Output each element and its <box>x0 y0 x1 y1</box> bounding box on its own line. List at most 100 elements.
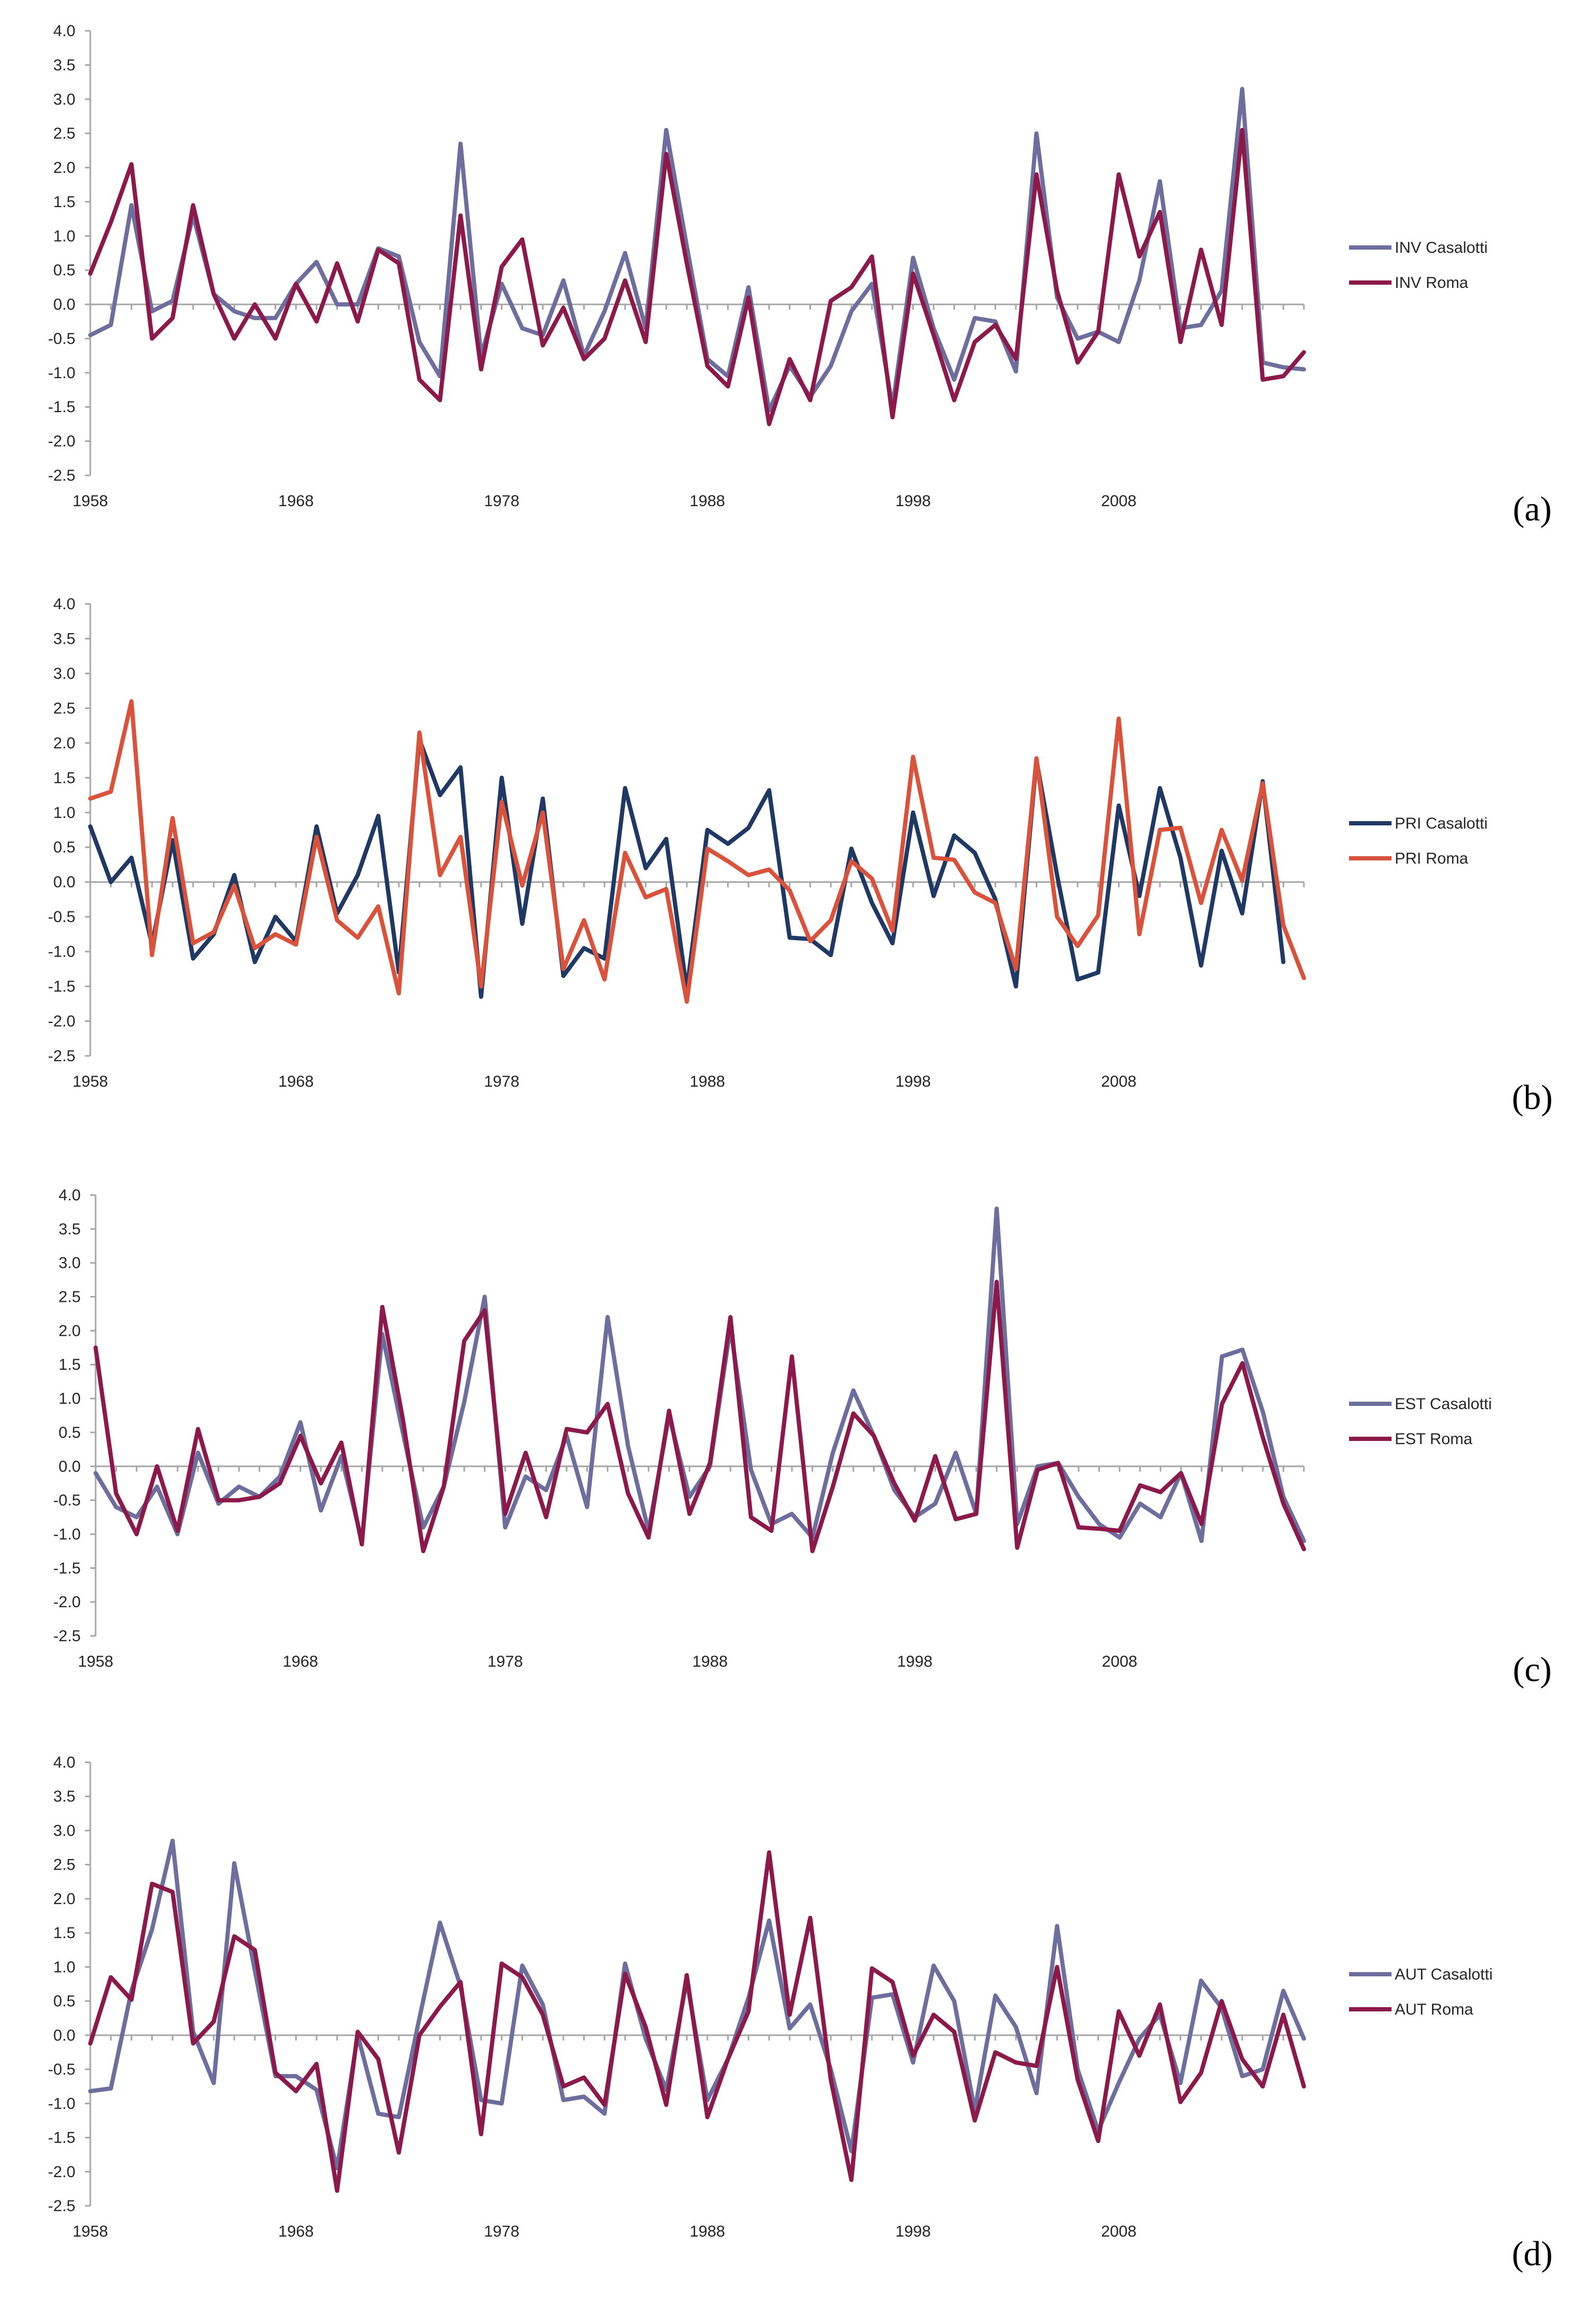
x-tick-label: 1978 <box>484 492 519 510</box>
y-tick-label: 2.0 <box>53 159 75 177</box>
y-tick-label: -1.5 <box>48 978 75 995</box>
series-line <box>88 127 1306 427</box>
legend-label: INV Casalotti <box>1395 239 1488 257</box>
y-tick-label: 2.5 <box>53 1856 75 1874</box>
series-line <box>93 1206 1306 1543</box>
y-tick-label: -1.0 <box>53 1525 81 1543</box>
x-tick-label: 1978 <box>484 1073 519 1090</box>
y-tick-label: -2.5 <box>48 2197 75 2215</box>
y-tick-label: 3.0 <box>53 1822 75 1839</box>
x-tick-label: 2008 <box>1101 1073 1137 1090</box>
y-tick-label: 0.5 <box>58 1424 81 1441</box>
legend-label: AUT Roma <box>1395 2001 1473 2018</box>
y-tick-label: 4.0 <box>53 22 75 40</box>
y-tick-label: -0.5 <box>48 908 75 926</box>
y-tick-label: 2.0 <box>58 1322 81 1340</box>
x-tick-label: 1998 <box>895 492 931 510</box>
legend-label: PRI Roma <box>1395 850 1469 867</box>
y-tick-label: 3.0 <box>53 91 75 108</box>
y-tick-label: -2.0 <box>48 2163 75 2181</box>
x-tick-label: 2008 <box>1101 2223 1137 2240</box>
series-line <box>88 1850 1306 2193</box>
x-tick-label: 1968 <box>278 492 314 510</box>
x-tick-label: 1978 <box>488 1653 523 1670</box>
y-tick-label: -1.0 <box>48 2095 75 2112</box>
x-tick-label: 1958 <box>73 492 108 510</box>
y-tick-label: 3.5 <box>53 56 75 74</box>
legend-label: INV Roma <box>1395 274 1469 292</box>
y-tick-label: -1.5 <box>48 398 75 416</box>
x-tick-label: 1998 <box>895 1073 931 1090</box>
y-tick-label: -0.5 <box>48 330 75 347</box>
legend-label: PRI Casalotti <box>1395 815 1488 832</box>
y-tick-label: -1.0 <box>48 364 75 382</box>
x-tick-label: 1958 <box>78 1653 114 1670</box>
x-tick-label: 1978 <box>484 2223 519 2240</box>
y-tick-label: 3.5 <box>58 1221 81 1238</box>
y-tick-label: 0.5 <box>53 262 75 279</box>
y-tick-label: 3.0 <box>53 665 75 683</box>
y-tick-label: -0.5 <box>48 2061 75 2078</box>
panel-label: (c) <box>1513 1650 1551 1689</box>
y-tick-label: -1.5 <box>53 1559 81 1577</box>
x-tick-label: 1998 <box>897 1653 933 1670</box>
series-line <box>88 87 1306 413</box>
y-tick-label: -1.5 <box>48 2129 75 2147</box>
y-tick-label: 2.5 <box>53 700 75 717</box>
y-tick-label: 1.5 <box>53 193 75 211</box>
y-tick-label: 1.0 <box>53 1958 75 1976</box>
x-tick-label: 2008 <box>1101 492 1137 510</box>
x-tick-label: 1968 <box>283 1653 318 1670</box>
chart-panel: 4.0 3.5 3.0 2.5 2.0 1.5 1.0 0.5 0.0 -0.5 -1.0 -1.5 -… <box>48 595 1552 1117</box>
y-tick-label: 4.0 <box>53 595 75 613</box>
series-line <box>88 699 1306 1004</box>
x-tick-label: 1958 <box>73 2223 108 2240</box>
chart-panel: 4.0 3.5 3.0 2.5 2.0 1.5 1.0 0.5 0.0 -0.5 -1.0 -1.5 -… <box>53 1187 1551 1689</box>
y-tick-label: 1.5 <box>53 1924 75 1942</box>
y-tick-label: -2.5 <box>48 1047 75 1065</box>
legend-label: AUT Casalotti <box>1395 1966 1493 1983</box>
y-tick-label: 1.5 <box>53 769 75 787</box>
series-line <box>93 1280 1306 1554</box>
x-tick-label: 1988 <box>689 492 725 510</box>
y-tick-label: 2.0 <box>53 735 75 752</box>
series-line <box>88 1838 1306 2171</box>
y-tick-label: 0.0 <box>53 296 75 313</box>
y-tick-label: 2.0 <box>53 1890 75 1908</box>
y-tick-label: -2.0 <box>48 1013 75 1030</box>
panel-label: (a) <box>1513 490 1551 528</box>
legend-label: EST Roma <box>1395 1430 1472 1448</box>
x-tick-label: 1998 <box>895 2223 931 2240</box>
y-tick-label: -2.0 <box>48 433 75 450</box>
y-tick-label: 0.0 <box>53 2027 75 2044</box>
y-tick-label: 3.0 <box>58 1255 81 1272</box>
chart-panel: 4.0 3.5 3.0 2.5 2.0 1.5 1.0 0.5 0.0 -0.5 -1.0 -1.5 -… <box>48 22 1551 528</box>
x-tick-label: 1988 <box>692 1653 728 1670</box>
x-tick-label: 2008 <box>1102 1653 1138 1670</box>
y-tick-label: 0.5 <box>53 1993 75 2010</box>
legend-label: EST Casalotti <box>1395 1395 1492 1413</box>
panel-label: (d) <box>1512 2234 1553 2273</box>
y-tick-label: 3.5 <box>53 630 75 647</box>
y-tick-label: 0.5 <box>53 839 75 856</box>
x-tick-label: 1988 <box>689 2223 725 2240</box>
y-tick-label: 2.5 <box>58 1289 81 1306</box>
y-tick-label: 4.0 <box>53 1754 75 1771</box>
x-tick-label: 1958 <box>73 1073 108 1090</box>
y-tick-label: 1.0 <box>53 804 75 822</box>
panel-label: (b) <box>1512 1078 1553 1117</box>
y-tick-label: 1.5 <box>58 1356 81 1374</box>
y-tick-label: 1.0 <box>53 227 75 245</box>
y-tick-label: -2.0 <box>53 1593 81 1611</box>
y-tick-label: -2.5 <box>53 1627 81 1645</box>
y-tick-label: -1.0 <box>48 943 75 961</box>
y-tick-label: 3.5 <box>53 1788 75 1805</box>
x-tick-label: 1968 <box>278 2223 314 2240</box>
y-tick-label: 0.0 <box>58 1458 81 1475</box>
y-tick-label: 2.5 <box>53 125 75 142</box>
y-tick-label: 4.0 <box>58 1187 81 1204</box>
y-tick-label: 1.0 <box>58 1390 81 1408</box>
y-tick-label: 0.0 <box>53 874 75 891</box>
x-tick-label: 1988 <box>689 1073 725 1090</box>
